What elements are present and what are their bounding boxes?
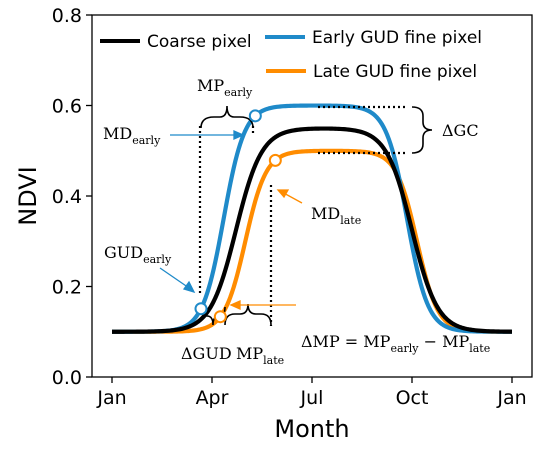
brace-delta-gc <box>411 106 433 154</box>
y-tick-label: 0.6 <box>52 96 82 118</box>
marker-point-2 <box>213 310 227 324</box>
formula-s1: early <box>390 342 419 355</box>
label-delta-gud: ΔGUD <box>181 344 232 363</box>
formula-op: − <box>419 332 443 351</box>
label-mp-late: MPlate <box>236 344 284 367</box>
label-mp-early: MPearly <box>197 76 253 99</box>
x-axis-title: Month <box>274 415 349 443</box>
arrowhead-md-early <box>233 129 245 141</box>
md-late-sub: late <box>340 214 361 227</box>
pointer-arrows <box>159 129 303 311</box>
label-md-late: MDlate <box>311 204 361 227</box>
mp-early-sub: early <box>224 86 253 99</box>
formula-s2: late <box>469 342 490 355</box>
x-tick-label: Jan <box>96 387 126 409</box>
y-axis-title: NDVI <box>14 166 42 226</box>
marker-point-1 <box>248 109 262 123</box>
y-tick-label: 0.8 <box>52 5 82 27</box>
formula-t1: MP <box>363 332 390 351</box>
gud-early-base: GUD <box>104 243 143 262</box>
x-tick-label: Jan <box>496 387 526 409</box>
series-line-2 <box>111 148 513 334</box>
formula-lhs: ΔMP = <box>301 332 363 351</box>
mp-early-base: MP <box>197 76 224 95</box>
brace-mp-early <box>200 105 254 129</box>
legend-label-early: Early GUD fine pixel <box>312 28 482 48</box>
brace-mp-late <box>224 303 272 326</box>
mp-late-sub: late <box>263 354 284 367</box>
y-tick-label: 0.0 <box>52 367 82 389</box>
legend: Coarse pixel Early GUD fine pixel Late G… <box>100 28 482 82</box>
series-lines <box>111 103 513 334</box>
axis-ticks: Jan Apr Jul Oct Jan 0.0 0.2 0.4 0.6 0.8 <box>52 5 527 409</box>
mp-late-base: MP <box>236 344 263 363</box>
series-line-0 <box>111 126 513 334</box>
marker-point-0 <box>194 302 208 316</box>
arrowhead-gud-late <box>229 299 241 311</box>
gud-early-sub: early <box>143 253 172 266</box>
y-tick-label: 0.4 <box>52 186 82 208</box>
legend-label-coarse: Coarse pixel <box>147 32 252 52</box>
x-tick-label: Oct <box>396 387 429 409</box>
y-tick-label: 0.2 <box>52 277 82 299</box>
arrowhead-gud-early <box>182 280 196 294</box>
label-md-early: MDearly <box>103 124 161 147</box>
md-early-sub: early <box>132 134 161 147</box>
braces <box>200 105 433 326</box>
x-tick-label: Jul <box>300 387 324 409</box>
md-late-base: MD <box>311 204 340 223</box>
markers <box>194 109 282 324</box>
label-delta-gc: ΔGC <box>442 121 479 140</box>
label-gud-early: GUDearly <box>104 243 172 266</box>
label-delta-mp-formula: ΔMP = MPearly − MPlate <box>301 332 490 355</box>
annotations: MPearly MDearly GUDearly MDlate ΔGC ΔGUD… <box>103 76 490 367</box>
legend-label-late: Late GUD fine pixel <box>313 62 477 82</box>
formula-t2: MP <box>442 332 469 351</box>
arrowhead-md-late <box>276 189 290 199</box>
md-early-base: MD <box>103 124 132 143</box>
guide-lines <box>198 105 408 326</box>
marker-point-3 <box>268 153 282 167</box>
x-tick-label: Apr <box>196 387 229 409</box>
